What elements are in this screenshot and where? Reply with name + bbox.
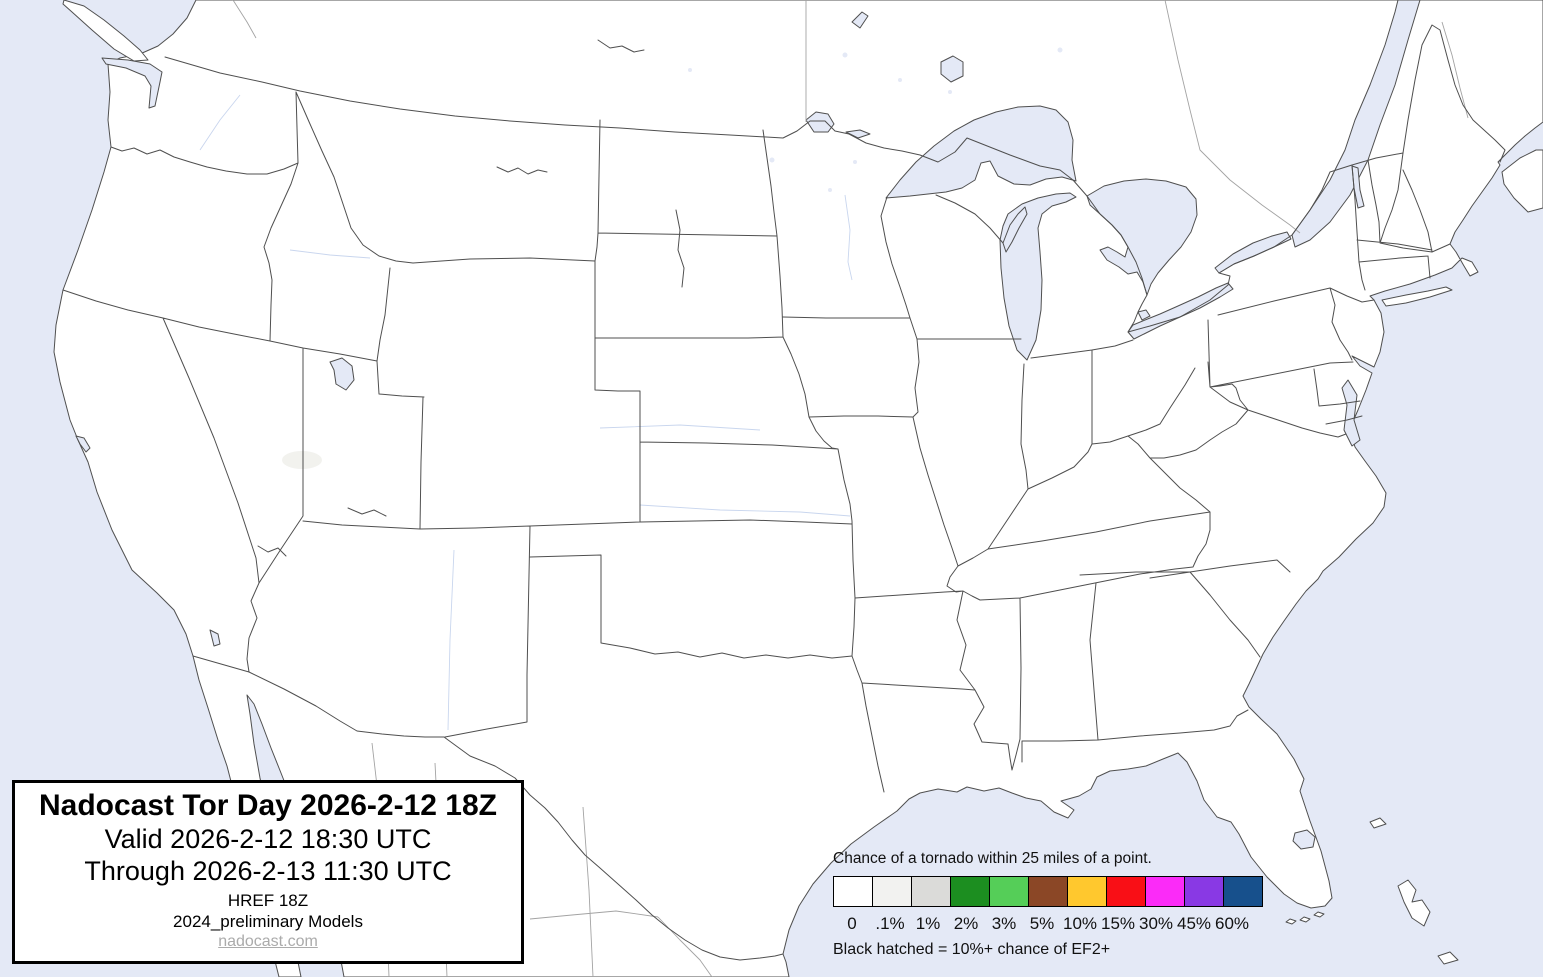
- lake-michigan: [999, 192, 1077, 361]
- sf-bay: [75, 435, 91, 453]
- st-lawrence-river: [1291, 0, 1421, 248]
- legend-swatch-0: [833, 876, 873, 907]
- salt-flats: [282, 451, 322, 469]
- title-box: Nadocast Tor Day 2026-2-12 18Z Valid 202…: [12, 780, 524, 964]
- salton-sea: [209, 629, 221, 647]
- legend-bin-label: 3%: [991, 914, 1017, 933]
- legend-note: Black hatched = 10%+ chance of EF2+: [833, 941, 1111, 958]
- forecast-model-set: 2024_preliminary Models: [173, 912, 363, 931]
- legend-swatch-row: [833, 876, 1263, 907]
- lake-of-the-woods: [805, 111, 835, 133]
- legend-label-row: 0 .1% 1% 2% 3% 5% 10% 15% 30% 45% 60%: [833, 914, 1263, 933]
- legend-swatch-60%: [1223, 876, 1263, 907]
- legend-bin-label: 0: [847, 914, 857, 933]
- legend-bin-label: 10%: [1062, 914, 1098, 933]
- legend-swatch-.1%: [872, 876, 912, 907]
- probability-legend: Chance of a tornado within 25 miles of a…: [833, 850, 1263, 959]
- small-lakes: [688, 47, 1063, 192]
- canada-lake: [851, 11, 869, 29]
- legend-title: Chance of a tornado within 25 miles of a…: [833, 850, 1152, 867]
- bahamas-island: [1437, 951, 1459, 965]
- legend-bin-label: 2%: [953, 914, 979, 933]
- legend-swatch-3%: [989, 876, 1029, 907]
- chesapeake-bay: [1341, 379, 1361, 447]
- legend-swatch-5%: [1028, 876, 1068, 907]
- canada-province-borders: [232, 0, 1469, 234]
- florida-keys: [1285, 911, 1325, 925]
- lake-superior: [885, 105, 1077, 199]
- reservoirs: [257, 39, 685, 557]
- nadocast-site-link[interactable]: nadocast.com: [218, 933, 318, 950]
- nova-scotia: [1501, 149, 1543, 213]
- vancouver-island: [62, 0, 149, 62]
- legend-bin-label: 45%: [1176, 914, 1212, 933]
- great-salt-lake: [329, 357, 355, 391]
- legend-swatch-1%: [911, 876, 951, 907]
- rivers: [199, 94, 853, 731]
- lake-nipigon: [940, 55, 964, 83]
- legend-bin-label: 5%: [1029, 914, 1055, 933]
- lake-st-clair: [1137, 309, 1151, 321]
- bahamas-island: [1369, 817, 1387, 829]
- legend-bin-label: 15%: [1100, 914, 1136, 933]
- lake-okeechobee: [1292, 829, 1316, 850]
- green-bay: [1002, 206, 1028, 253]
- legend-swatch-10%: [1067, 876, 1107, 907]
- bahamas-andros: [1397, 879, 1431, 927]
- state-borders: [62, 91, 1451, 961]
- rainy-lake: [845, 129, 871, 139]
- forecast-model-run: HREF 18Z: [227, 891, 309, 910]
- forecast-through: Through 2026-2-13 11:30 UTC: [84, 856, 452, 886]
- puget-sound: [101, 57, 163, 109]
- forecast-title: Nadocast Tor Day 2026-2-12 18Z: [39, 789, 497, 822]
- legend-swatch-2%: [950, 876, 990, 907]
- forecast-valid: Valid 2026-2-12 18:30 UTC: [104, 824, 432, 854]
- legend-bin-label: 60%: [1214, 914, 1250, 933]
- legend-swatch-30%: [1145, 876, 1185, 907]
- legend-swatch-15%: [1106, 876, 1146, 907]
- legend-bin-label: 30%: [1138, 914, 1174, 933]
- us-canada-border: [164, 24, 1506, 333]
- legend-swatch-45%: [1184, 876, 1224, 907]
- long-island: [1381, 286, 1453, 307]
- legend-bin-label: 1%: [915, 914, 941, 933]
- legend-bin-label: .1%: [875, 914, 905, 933]
